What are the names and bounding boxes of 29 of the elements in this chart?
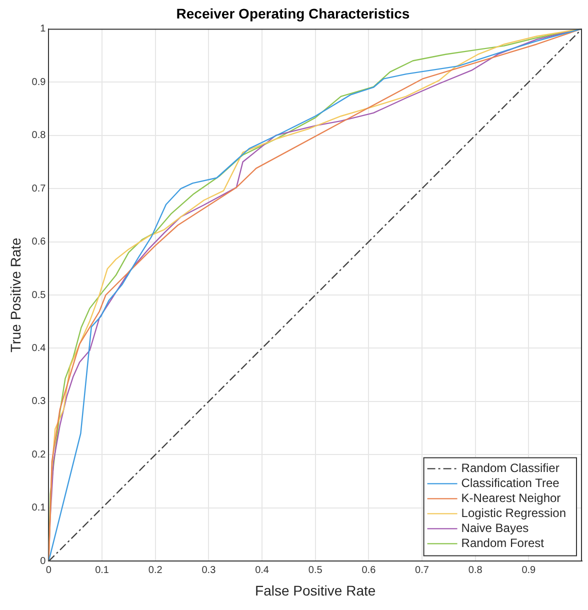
legend-label: Naive Bayes xyxy=(461,521,529,536)
y-tick-label: 0.2 xyxy=(32,449,46,460)
x-tick-label: 0.5 xyxy=(308,564,323,576)
y-tick-label: 0.3 xyxy=(32,396,46,408)
y-tick-label: 0.9 xyxy=(32,76,46,88)
y-axis-title: True Positive Rate xyxy=(7,237,24,352)
x-tick-label: 0.9 xyxy=(522,564,536,576)
chart-title: Receiver Operating Characteristics xyxy=(176,5,410,22)
x-tick-label: 0.3 xyxy=(202,564,216,576)
x-tick-label: 0.4 xyxy=(255,564,270,576)
x-tick-label: 0.8 xyxy=(468,564,483,576)
legend-label: Random Forest xyxy=(461,536,545,550)
y-tick-label: 1 xyxy=(40,24,46,35)
legend-label: Classification Tree xyxy=(461,476,560,490)
x-tick-label: 0.6 xyxy=(362,564,376,576)
x-tick-label: 0.2 xyxy=(148,564,163,576)
y-tick-label: 0.5 xyxy=(32,290,46,301)
y-tick-label: 0.7 xyxy=(32,183,46,194)
y-tick-label: 0.1 xyxy=(32,502,46,514)
x-tick-label: 0.7 xyxy=(415,564,430,576)
y-tick-label: 0.8 xyxy=(32,130,46,142)
legend-label: Logistic Regression xyxy=(461,506,566,520)
x-axis-title: False Positive Rate xyxy=(255,582,376,598)
y-tick-label: 0.4 xyxy=(32,342,46,354)
y-tick-label: 0 xyxy=(40,556,46,567)
x-tick-label: 0.1 xyxy=(95,564,110,576)
legend-label: Random Classifier xyxy=(461,461,560,476)
legend-label: K-Nearest Neighor xyxy=(461,491,561,506)
y-tick-label: 0.6 xyxy=(32,236,46,248)
